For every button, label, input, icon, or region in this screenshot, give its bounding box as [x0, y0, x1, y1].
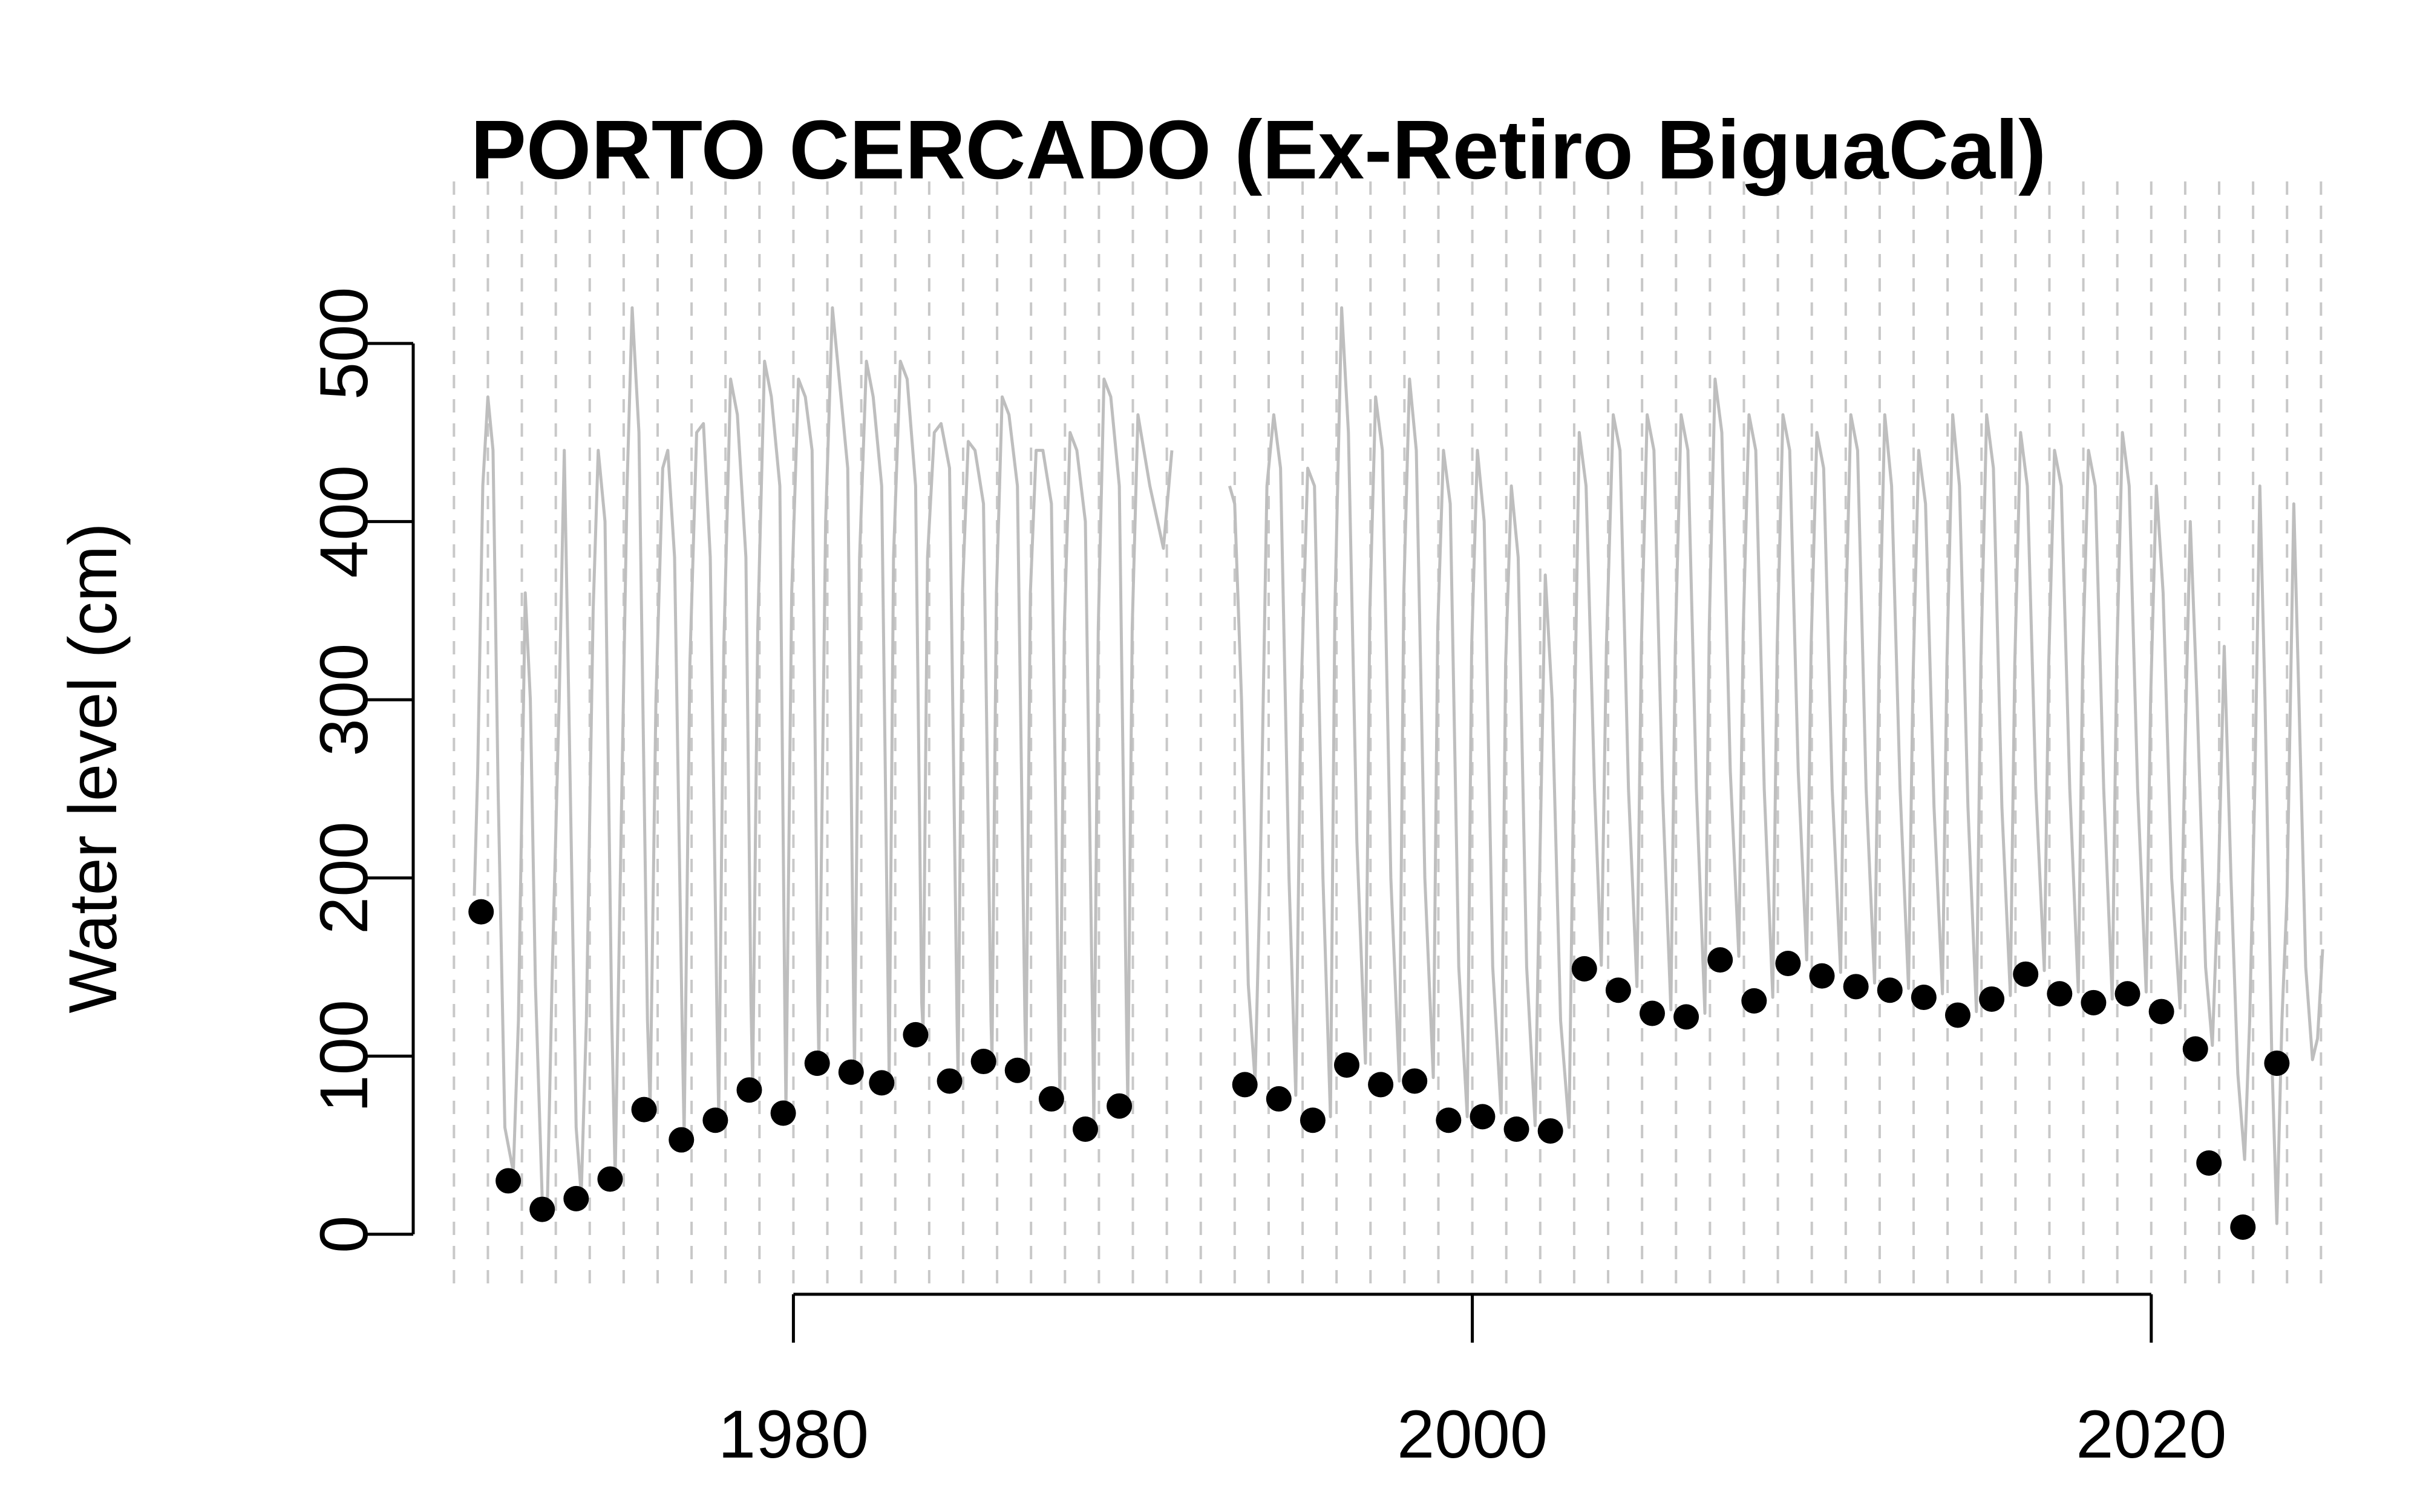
annual-minimum-point-13	[903, 1022, 929, 1048]
y-axis-ticks: 0 100 200 300 400 500	[306, 287, 413, 1253]
y-tick-label-100: 100	[306, 1000, 382, 1113]
annual-minimum-point-41	[1944, 1002, 1970, 1028]
y-tick-label-500: 500	[306, 287, 382, 400]
annual-minimum-point-37	[1809, 963, 1835, 989]
y-tick-label-400: 400	[306, 465, 382, 578]
annual-minimum-point-9	[770, 1100, 796, 1126]
annual-minimum-point-19	[1107, 1093, 1133, 1119]
annual-minimum-point-4	[597, 1166, 623, 1192]
annual-minimum-point-16	[1004, 1057, 1030, 1083]
x-tick-label-2020: 2020	[2076, 1396, 2226, 1472]
x-axis-ticks: 1980 2000 2020	[718, 1294, 2226, 1472]
annual-minimum-point-35	[1741, 988, 1767, 1014]
annual-minimum-point-15	[970, 1049, 996, 1075]
y-axis-label: Water level (cm)	[55, 523, 131, 1013]
annual-minimum-point-39	[1877, 977, 1903, 1003]
x-tick-label-1980: 1980	[718, 1396, 869, 1472]
annual-minimum-point-17	[1038, 1086, 1064, 1112]
annual-minimum-point-20	[1232, 1072, 1258, 1098]
daily-series-segment-0	[473, 306, 1174, 1210]
annual-minimum-point-38	[1843, 974, 1869, 1000]
annual-minimum-point-10	[804, 1051, 830, 1076]
annual-minimum-point-47	[2148, 999, 2174, 1025]
chart-title: PORTO CERCADO (Ex-Retiro BiguaCal)	[471, 103, 2046, 197]
daily-series-segment-1	[1228, 306, 2324, 1225]
annual-minimum-point-31	[1605, 977, 1631, 1003]
annual-minimum-point-7	[702, 1107, 728, 1133]
axes: 0 100 200 300 400 500 1980 2000 2020	[306, 287, 2226, 1472]
y-tick-label-200: 200	[306, 821, 382, 934]
annual-minimum-point-44	[2047, 981, 2073, 1007]
annual-minimum-point-25	[1402, 1068, 1428, 1094]
x-tick-label-2000: 2000	[1397, 1396, 1548, 1472]
annual-minimum-point-27	[1470, 1104, 1496, 1130]
annual-minimum-point-33	[1673, 1004, 1699, 1030]
annual-minimum-point-18	[1072, 1116, 1098, 1142]
annual-minimum-point-1	[495, 1168, 522, 1194]
annual-minimum-point-30	[1571, 956, 1597, 982]
annual-minimum-point-21	[1266, 1086, 1292, 1112]
annual-minimum-point-3	[563, 1185, 589, 1211]
annual-minimum-point-2	[529, 1196, 555, 1222]
annual-minimum-points	[468, 899, 2290, 1240]
annual-minimum-point-50	[2230, 1214, 2256, 1240]
daily-water-level-series	[473, 306, 2324, 1225]
annual-minimum-point-32	[1639, 1000, 1665, 1026]
annual-minimum-point-0	[468, 899, 494, 925]
annual-minimum-point-24	[1368, 1072, 1394, 1098]
annual-minimum-point-6	[669, 1127, 695, 1153]
y-tick-label-0: 0	[306, 1216, 382, 1253]
annual-minimum-point-34	[1707, 947, 1733, 973]
annual-minimum-point-29	[1537, 1118, 1563, 1144]
annual-minimum-point-28	[1503, 1116, 1529, 1142]
annual-minimum-point-23	[1334, 1052, 1360, 1078]
annual-minimum-point-36	[1775, 951, 1801, 977]
annual-minimum-point-8	[736, 1077, 762, 1103]
annual-minimum-point-22	[1300, 1107, 1326, 1133]
annual-minimum-point-5	[631, 1097, 657, 1123]
annual-minimum-point-48	[2182, 1036, 2208, 1062]
annual-minimum-point-11	[838, 1059, 864, 1085]
annual-minimum-point-12	[869, 1070, 895, 1096]
annual-minimum-point-26	[1436, 1107, 1462, 1133]
annual-minimum-point-45	[2081, 989, 2107, 1015]
annual-minimum-point-42	[1979, 986, 2005, 1012]
annual-minimum-point-49	[2196, 1150, 2222, 1176]
annual-minimum-point-51	[2264, 1051, 2290, 1076]
annual-minimum-point-43	[2013, 961, 2039, 987]
y-tick-label-300: 300	[306, 644, 382, 757]
annual-minimum-point-40	[1911, 985, 1937, 1010]
annual-minimum-point-14	[937, 1068, 963, 1094]
annual-minimum-point-46	[2114, 981, 2140, 1007]
